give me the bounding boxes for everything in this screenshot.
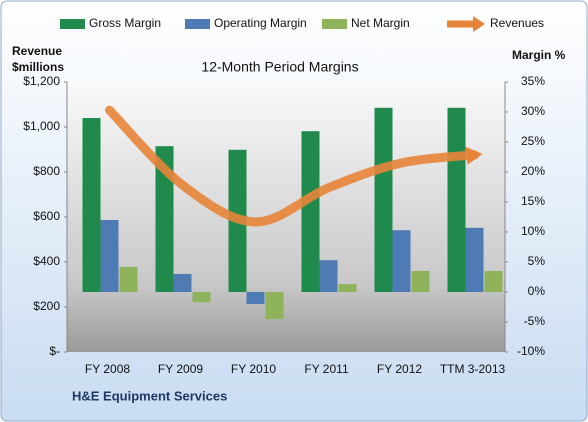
bar [192, 292, 211, 303]
y2-tick-label: 20% [521, 164, 545, 178]
y2-tick-label: 0% [528, 284, 546, 298]
y2-tick-label: -5% [524, 314, 546, 328]
bar [155, 146, 174, 292]
source: H&E Equipment Services [72, 388, 227, 403]
y2-tick-label: 35% [521, 74, 545, 88]
legend-swatch [60, 19, 85, 29]
x-tick-label: FY 2009 [158, 362, 203, 376]
y-tick-label: $600 [33, 209, 60, 223]
y2-tick-label: 25% [521, 134, 545, 148]
bar [82, 118, 101, 292]
y2-tick-label: 5% [528, 254, 546, 268]
legend: Gross Margin Operating Margin Net Margin Re… [60, 16, 544, 32]
chart-title: 12-Month Period Margins [201, 59, 358, 75]
bar [246, 292, 265, 304]
x-tick-label: FY 2011 [304, 362, 349, 376]
bar [173, 274, 192, 292]
bar [338, 284, 357, 292]
bar [100, 220, 119, 292]
bar [374, 107, 393, 292]
bar [392, 230, 411, 292]
bar [411, 271, 430, 292]
bar [301, 131, 320, 292]
bar [484, 271, 503, 292]
y-tick-label: $800 [33, 164, 60, 178]
legend-label: Gross Margin [89, 16, 161, 30]
bar [319, 260, 338, 292]
y2-tick-label: 30% [521, 104, 545, 118]
y2-axis-title: Margin % [512, 48, 566, 62]
y-tick-label: $- [49, 344, 60, 358]
bar [465, 227, 484, 292]
legend-swatch [322, 19, 347, 29]
y-tick-label: $1,000 [23, 119, 60, 133]
y-tick-label: $400 [33, 254, 60, 268]
y-tick-label: $1,200 [23, 74, 60, 88]
legend-label: Net Margin [351, 16, 410, 30]
y2-tick-label: 15% [521, 194, 545, 208]
legend-label: Revenues [490, 16, 544, 30]
x-tick-label: FY 2010 [231, 362, 276, 376]
y-tick-label: $200 [33, 299, 60, 313]
y-axis-title: Revenue $millions [12, 44, 64, 74]
x-tick-label: TTM 3-2013 [440, 362, 506, 376]
y2-tick-label: 10% [521, 224, 545, 238]
legend-arrowhead [473, 16, 485, 32]
bar [119, 266, 138, 292]
bar [265, 292, 284, 319]
x-tick-label: FY 2008 [85, 362, 130, 376]
revenue-arrowhead [465, 146, 483, 165]
x-tick-label: FY 2012 [377, 362, 422, 376]
legend-label: Operating Margin [214, 16, 307, 30]
revenue-line [105, 105, 479, 227]
legend-swatch [185, 19, 210, 29]
bar [447, 107, 466, 292]
y2-tick-label: -10% [517, 344, 545, 358]
